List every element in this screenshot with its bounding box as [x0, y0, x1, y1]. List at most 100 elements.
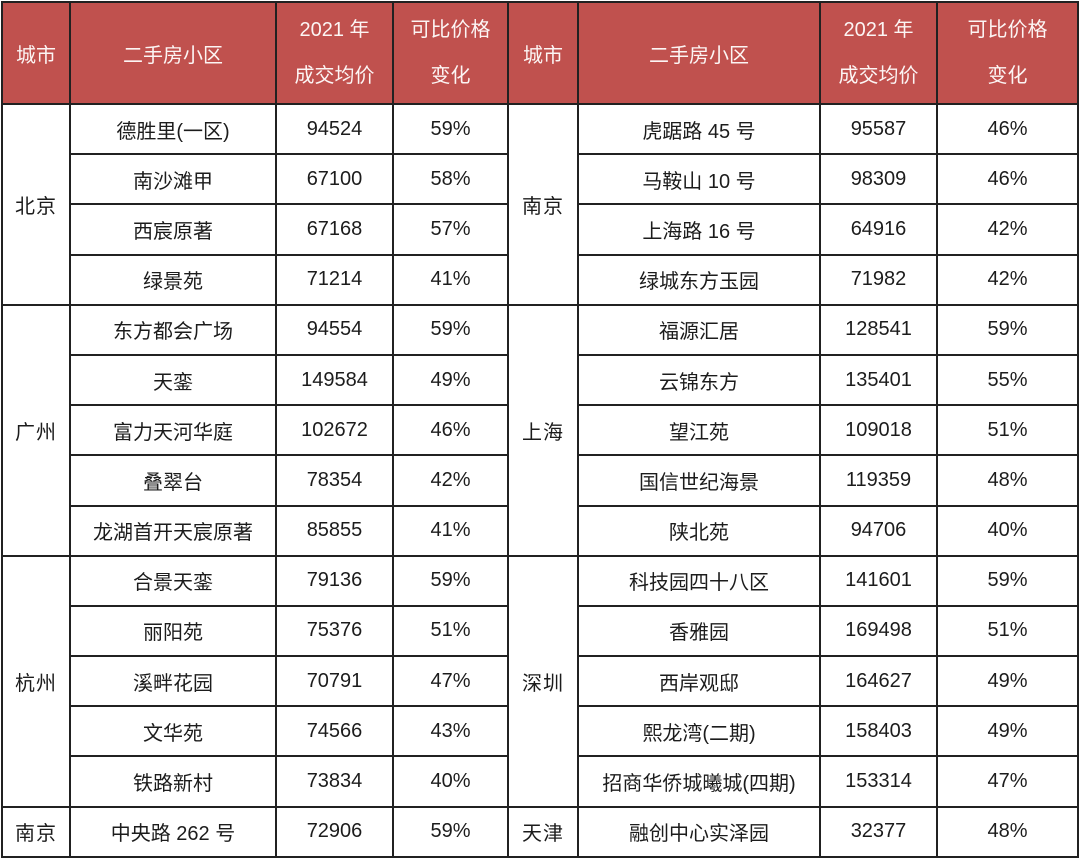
table-row: 北京 德胜里(一区) 94524 59% 南京 虎踞路 45 号 95587 46% [1, 102, 1079, 306]
community-cell-right: 国信世纪海景 [577, 454, 821, 507]
price-cell-left: 85855 [275, 504, 394, 557]
header-price-line2: 成交均价 [294, 65, 375, 87]
header-city-left: 城市 [1, 1, 71, 105]
table-row: 溪畔花园 70791 47% 西岸观邸 164627 49% [2, 655, 1079, 708]
city-cell-right: 深圳 [507, 554, 579, 808]
city-cell-left: 北京 [1, 103, 71, 306]
price-cell-right: 32377 [819, 805, 938, 859]
community-cell-left: 西宸原著 [69, 203, 277, 256]
price-cell-left: 67100 [275, 153, 394, 206]
table-row: 龙湖首开天宸原著 85855 41% 陕北苑 94706 40% [2, 504, 1079, 557]
header-change-left: 可比价格 变化 [392, 1, 509, 105]
community-cell-left: 东方都会广场 [69, 303, 277, 356]
city-cell-left: 杭州 [1, 554, 71, 808]
community-cell-left: 叠翠台 [69, 454, 277, 507]
community-cell-right: 西岸观邸 [577, 655, 821, 708]
change-cell-left: 58% [392, 153, 509, 206]
change-cell-left: 43% [392, 705, 509, 758]
price-cell-left: 102672 [275, 404, 394, 457]
price-cell-left: 79136 [275, 554, 394, 607]
table-row: 天銮 149584 49% 云锦东方 135401 55% [2, 353, 1079, 407]
community-cell-left: 绿景苑 [69, 253, 277, 306]
change-cell-left: 40% [392, 755, 509, 808]
change-cell-left: 41% [392, 253, 509, 306]
change-cell-right: 49% [936, 705, 1079, 758]
change-cell-left: 59% [392, 303, 509, 356]
change-cell-right: 59% [936, 554, 1079, 607]
table-row: 南沙滩甲 67100 58% 马鞍山 10 号 98309 46% [2, 153, 1079, 206]
change-cell-right: 42% [936, 253, 1079, 306]
city-cell-right: 上海 [507, 303, 579, 557]
price-cell-right: 98309 [819, 153, 938, 206]
change-cell-left: 59% [392, 805, 509, 859]
community-cell-right: 香雅园 [577, 604, 821, 658]
price-cell-right: 95587 [819, 102, 938, 156]
header-price-line1: 2021 年 [299, 19, 370, 41]
community-cell-right: 绿城东方玉园 [577, 253, 821, 306]
change-cell-right: 46% [936, 102, 1079, 156]
header-change-line2: 变化 [430, 65, 471, 87]
price-cell-left: 149584 [275, 353, 394, 407]
change-cell-right: 48% [936, 805, 1079, 859]
community-cell-right: 科技园四十八区 [577, 554, 821, 607]
community-cell-left: 龙湖首开天宸原著 [69, 504, 277, 557]
change-cell-right: 40% [936, 504, 1079, 557]
change-cell-right: 46% [936, 153, 1079, 206]
community-cell-right: 马鞍山 10 号 [577, 153, 821, 206]
community-cell-right: 熙龙湾(二期) [577, 705, 821, 758]
table-row: 丽阳苑 75376 51% 香雅园 169498 51% [2, 604, 1079, 658]
community-cell-left: 铁路新村 [69, 755, 277, 808]
table-row: 富力天河华庭 102672 46% 望江苑 109018 51% [2, 404, 1079, 457]
change-cell-left: 57% [392, 203, 509, 256]
change-cell-right: 49% [936, 655, 1079, 708]
table-row: 绿景苑 71214 41% 绿城东方玉园 71982 42% [2, 253, 1079, 306]
price-cell-left: 94554 [275, 303, 394, 356]
price-cell-left: 94524 [275, 102, 394, 156]
price-cell-right: 128541 [819, 303, 938, 356]
community-cell-left: 德胜里(一区) [69, 102, 277, 156]
price-cell-right: 158403 [819, 705, 938, 758]
price-cell-right: 94706 [819, 504, 938, 557]
price-cell-right: 119359 [819, 454, 938, 507]
header-price-right: 2021 年 成交均价 [819, 1, 938, 105]
price-cell-right: 141601 [819, 554, 938, 607]
community-cell-left: 丽阳苑 [69, 604, 277, 658]
price-cell-left: 74566 [275, 705, 394, 758]
change-cell-right: 48% [936, 454, 1079, 507]
change-cell-left: 47% [392, 655, 509, 708]
community-cell-left: 溪畔花园 [69, 655, 277, 708]
change-cell-left: 49% [392, 353, 509, 407]
price-cell-left: 73834 [275, 755, 394, 808]
table-row: 文华苑 74566 43% 熙龙湾(二期) 158403 49% [2, 705, 1079, 758]
price-cell-right: 64916 [819, 203, 938, 256]
community-cell-left: 天銮 [69, 353, 277, 407]
change-cell-right: 51% [936, 404, 1079, 457]
table-row: 南京 中央路 262 号 72906 59% 天津 融创中心实泽园 32377 48% [1, 805, 1079, 859]
community-cell-right: 融创中心实泽园 [577, 805, 821, 859]
price-cell-right: 164627 [819, 655, 938, 708]
header-change-right: 可比价格 变化 [936, 1, 1079, 105]
change-cell-left: 51% [392, 604, 509, 658]
change-cell-right: 55% [936, 353, 1079, 407]
change-cell-right: 59% [936, 303, 1079, 356]
change-cell-right: 42% [936, 203, 1079, 256]
header-price-line2: 成交均价 [838, 65, 919, 87]
change-cell-left: 41% [392, 504, 509, 557]
header-city-right: 城市 [507, 1, 579, 105]
price-cell-right: 71982 [819, 253, 938, 306]
header-change-line1: 可比价格 [967, 19, 1048, 41]
price-cell-right: 135401 [819, 353, 938, 407]
city-cell-left: 南京 [1, 805, 71, 859]
header-community-left: 二手房小区 [69, 1, 277, 105]
community-cell-right: 虎踞路 45 号 [577, 102, 821, 156]
community-cell-left: 合景天銮 [69, 554, 277, 607]
community-cell-left: 文华苑 [69, 705, 277, 758]
header-change-line1: 可比价格 [410, 19, 491, 41]
community-cell-left: 中央路 262 号 [69, 805, 277, 859]
community-cell-left: 富力天河华庭 [69, 404, 277, 457]
price-cell-right: 169498 [819, 604, 938, 658]
table-row: 叠翠台 78354 42% 国信世纪海景 119359 48% [2, 454, 1079, 507]
price-cell-left: 67168 [275, 203, 394, 256]
table-header-row: 城市 二手房小区 2021 年 成交均价 可比价格 变化 城市 二手房小区 20… [1, 1, 1079, 105]
